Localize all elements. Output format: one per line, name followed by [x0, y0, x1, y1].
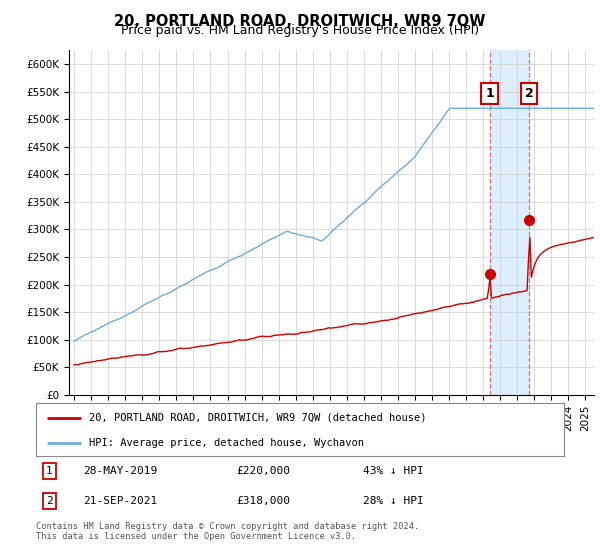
Text: Contains HM Land Registry data © Crown copyright and database right 2024.
This d: Contains HM Land Registry data © Crown c… [36, 522, 419, 542]
Text: 1: 1 [485, 87, 494, 100]
Bar [490, 50, 529, 395]
Text: 43% ↓ HPI: 43% ↓ HPI [364, 466, 424, 476]
Text: 2: 2 [46, 496, 53, 506]
Text: 1: 1 [46, 466, 53, 476]
Text: £220,000: £220,000 [236, 466, 290, 476]
Text: HPI: Average price, detached house, Wychavon: HPI: Average price, detached house, Wych… [89, 438, 364, 448]
Text: 21-SEP-2021: 21-SEP-2021 [83, 496, 158, 506]
Text: 28-MAY-2019: 28-MAY-2019 [83, 466, 158, 476]
Text: 28% ↓ HPI: 28% ↓ HPI [364, 496, 424, 506]
Text: Price paid vs. HM Land Registry's House Price Index (HPI): Price paid vs. HM Land Registry's House … [121, 24, 479, 37]
Text: 20, PORTLAND ROAD, DROITWICH, WR9 7QW (detached house): 20, PORTLAND ROAD, DROITWICH, WR9 7QW (d… [89, 413, 426, 423]
Text: 2: 2 [525, 87, 534, 100]
Text: £318,000: £318,000 [236, 496, 290, 506]
Text: 20, PORTLAND ROAD, DROITWICH, WR9 7QW: 20, PORTLAND ROAD, DROITWICH, WR9 7QW [115, 14, 485, 29]
